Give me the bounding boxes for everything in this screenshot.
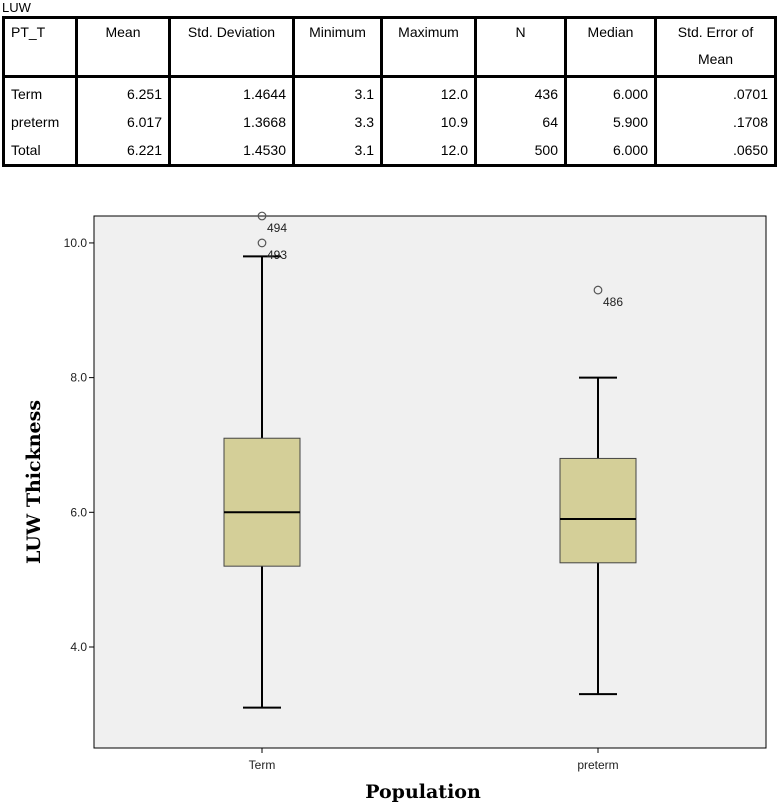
table-cell: 10.9 <box>380 108 477 136</box>
table-cell: 1.3668 <box>168 108 295 136</box>
table-header-row: PT_T Mean Std. Deviation Minimum Maximum… <box>2 16 777 78</box>
y-axis: 4.0 6.0 8.0 10.0 <box>64 236 94 654</box>
header-cell: Mean <box>75 16 171 78</box>
y-tick-label: 8.0 <box>70 371 87 385</box>
table-cell: 6.251 <box>75 76 171 108</box>
boxes-layer: 494 493 486 <box>223 211 637 709</box>
table-cell: 12.0 <box>380 76 477 108</box>
table-cell: preterm <box>2 108 78 136</box>
table-cell: 12.0 <box>380 136 477 167</box>
outlier-label: 493 <box>267 248 287 262</box>
header-cell: Minimum <box>292 16 383 78</box>
box-group: 494 493 <box>223 211 301 709</box>
plot-area <box>93 215 767 749</box>
table-cell: 3.1 <box>292 76 383 108</box>
x-tick-label: preterm <box>577 758 618 772</box>
y-tick-label: 10.0 <box>64 236 88 250</box>
x-tick-label: Term <box>249 758 276 772</box>
x-axis: Term preterm <box>249 748 619 772</box>
box-iqr <box>223 437 301 567</box>
table-cell: 3.1 <box>292 136 383 167</box>
table-cell: 1.4644 <box>168 76 295 108</box>
table-cell: 500 <box>474 136 567 167</box>
table-cell: 436 <box>474 76 567 108</box>
y-axis-title: LUW Thickness <box>23 400 45 564</box>
statistics-table: PT_T Mean Std. Deviation Minimum Maximum… <box>2 16 777 167</box>
y-tick-label: 6.0 <box>70 505 87 519</box>
table-cell: 5.900 <box>564 108 657 136</box>
header-cell: Std. Deviation <box>168 16 295 78</box>
table-cell: .0701 <box>654 76 777 108</box>
header-cell: Median <box>564 16 657 78</box>
outlier-point <box>257 238 267 248</box>
table-cell: 6.000 <box>564 136 657 167</box>
box-plot: 4.0 6.0 8.0 10.0 Term preterm 494 493 486 LUW … <box>23 211 767 803</box>
outlier-label: 486 <box>603 295 623 309</box>
table-cell: Term <box>2 76 78 108</box>
header-cell: PT_T <box>2 16 78 78</box>
table-row: preterm 6.017 1.3668 3.3 10.9 64 5.900 .… <box>2 108 777 136</box>
outlier-point <box>257 211 267 221</box>
table-cell: 6.000 <box>564 76 657 108</box>
table-row: Total 6.221 1.4530 3.1 12.0 500 6.000 .0… <box>2 136 777 167</box>
table-caption: LUW <box>2 0 31 15</box>
table-cell: 6.017 <box>75 108 171 136</box>
table-row: Term 6.251 1.4644 3.1 12.0 436 6.000 .07… <box>2 76 777 108</box>
header-cell: Maximum <box>380 16 477 78</box>
table-cell: 3.3 <box>292 108 383 136</box>
outlier-label: 494 <box>267 221 287 235</box>
y-tick-label: 4.0 <box>70 640 87 654</box>
header-cell: Std. Error of Mean <box>654 16 777 78</box>
table-cell: 6.221 <box>75 136 171 167</box>
header-cell: N <box>474 16 567 78</box>
table-cell: 64 <box>474 108 567 136</box>
table-cell: 1.4530 <box>168 136 295 167</box>
table-cell: .0650 <box>654 136 777 167</box>
table-cell: .1708 <box>654 108 777 136</box>
table-cell: Total <box>2 136 78 167</box>
x-axis-title: Population <box>365 781 481 803</box>
outlier-point <box>593 285 603 295</box>
box-iqr <box>559 457 637 564</box>
box-group: 486 <box>559 285 637 696</box>
